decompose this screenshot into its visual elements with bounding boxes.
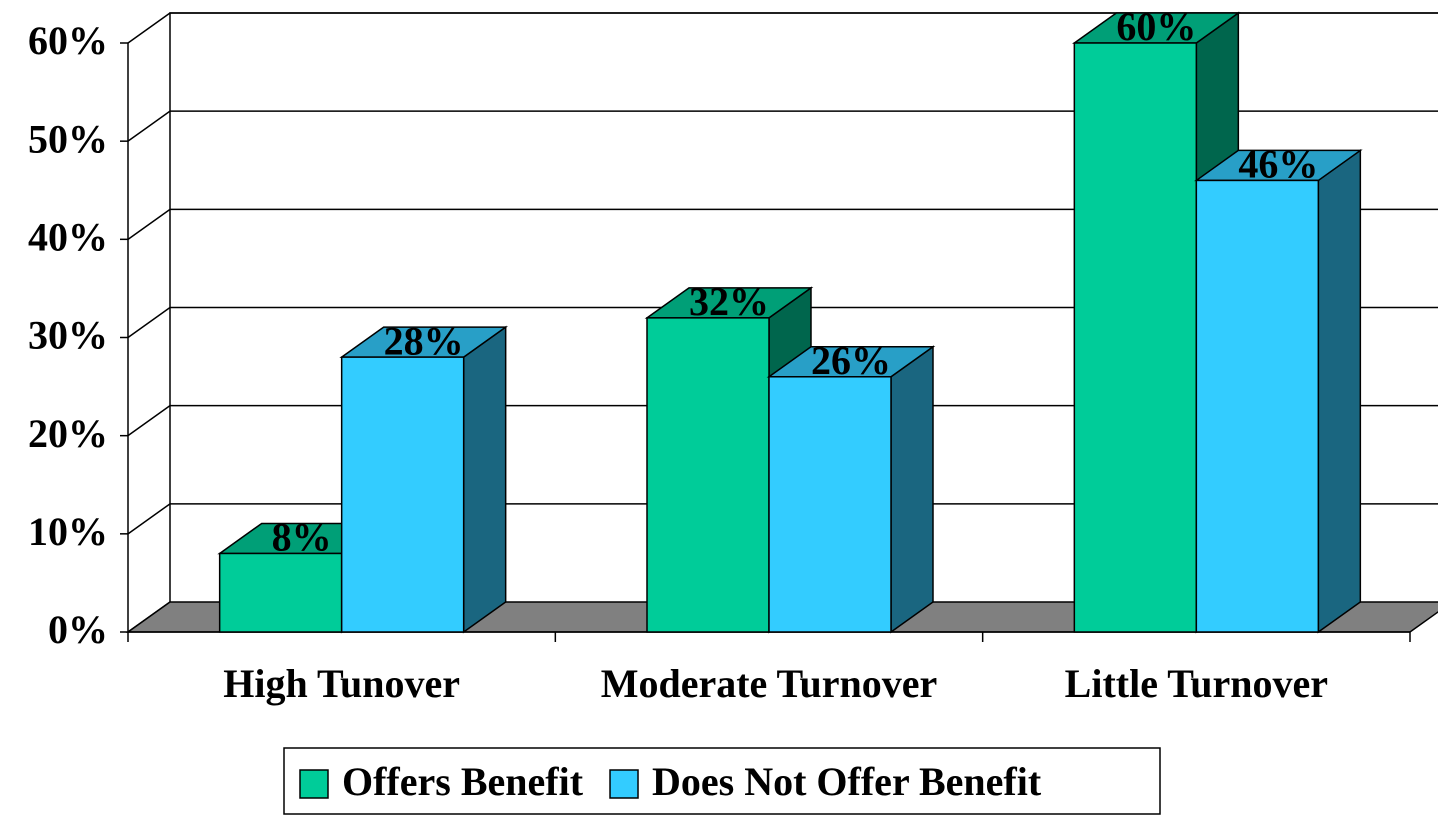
grid-line <box>127 503 1438 535</box>
y-tick-label: 10% <box>28 509 108 554</box>
value-label: 32% <box>689 279 769 324</box>
y-tick-label: 20% <box>28 411 108 456</box>
value-label: 60% <box>1116 4 1196 49</box>
y-tick-label: 30% <box>28 313 108 358</box>
y-tick-label: 50% <box>28 116 108 161</box>
x-tick-label: High Tunover <box>223 661 460 706</box>
x-tick-label: Little Turnover <box>1065 661 1328 706</box>
bar-front <box>1195 179 1320 633</box>
bar-side <box>1317 148 1362 634</box>
legend-box <box>283 747 1161 815</box>
legend-swatch <box>299 769 329 799</box>
x-tick-label: Moderate Turnover <box>601 661 938 706</box>
bar-front <box>218 552 343 633</box>
value-label: 26% <box>811 338 891 383</box>
bar <box>339 325 509 634</box>
legend-label: Offers Benefit <box>342 759 584 804</box>
grid-line <box>127 404 1438 437</box>
value-label: 8% <box>272 515 332 560</box>
bar-side <box>890 345 934 634</box>
bar <box>766 345 936 634</box>
bar-front <box>768 376 892 633</box>
y-tick-label: 0% <box>48 607 108 652</box>
grid-line <box>127 110 1438 142</box>
bar-front <box>646 317 770 633</box>
legend-swatch <box>609 769 639 799</box>
legend-label: Does Not Offer Benefit <box>652 759 1042 804</box>
grid-line <box>127 12 1438 44</box>
y-tick-label: 40% <box>28 215 108 260</box>
value-label: 46% <box>1238 142 1318 187</box>
bar-front <box>340 356 465 633</box>
grid-line <box>127 306 1438 339</box>
value-label: 28% <box>384 318 464 363</box>
y-tick-label: 60% <box>28 18 108 63</box>
bar <box>1193 148 1363 634</box>
bar-side <box>462 325 507 634</box>
bar-front <box>1073 42 1198 633</box>
grid-line <box>127 208 1438 240</box>
